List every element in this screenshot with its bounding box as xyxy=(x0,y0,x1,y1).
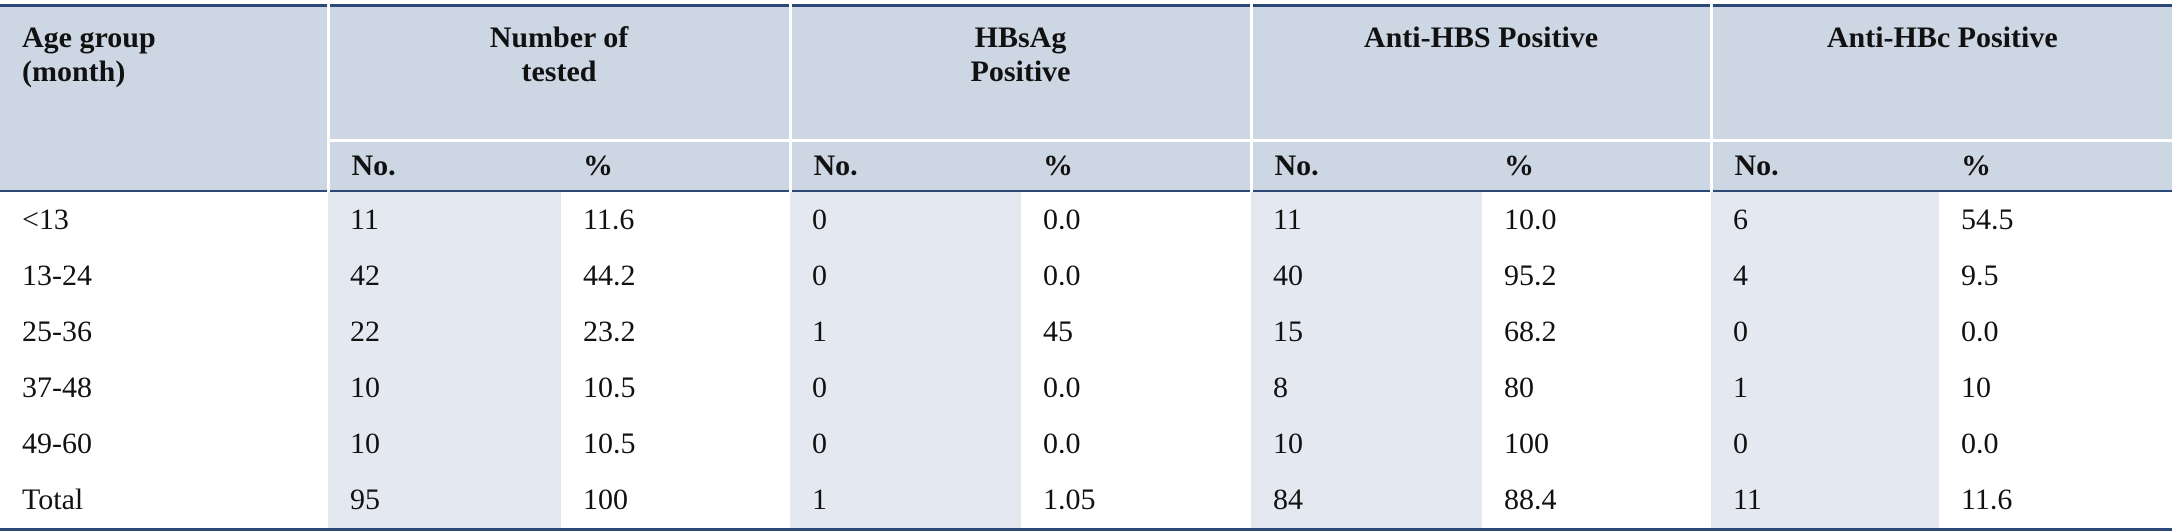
table-cell: 45 xyxy=(1043,315,1073,348)
table-cell: 100 xyxy=(1504,427,1549,460)
table-row: 25-36 22 23.2 1 45 15 68.2 0 0.0 xyxy=(0,304,2172,360)
table-cell: 10.0 xyxy=(1482,190,1712,248)
table-row: 37-48 10 10.5 0 0.0 8 80 1 10 xyxy=(0,360,2172,416)
table-cell: 11.6 xyxy=(561,190,790,248)
group-header: Anti-HBS Positive xyxy=(1249,5,1712,141)
table-cell: 15 xyxy=(1251,304,1482,360)
subheader-cell: No. xyxy=(788,139,1021,191)
subheader-row: No.% No.% No.% No.% xyxy=(0,139,2172,191)
table-cell: 11 xyxy=(1251,190,1482,248)
table-cell: 4 xyxy=(1711,248,1940,304)
subheader-cell: % xyxy=(1482,139,1712,191)
table-cell: 0.0 xyxy=(1043,371,1081,404)
data-table: Age group (month) Number of tested HBsAg P… xyxy=(0,4,2172,531)
table-cell: 10 xyxy=(1961,371,1992,404)
table-cell: 22 xyxy=(328,304,561,360)
table-cell: 10 xyxy=(328,416,561,472)
table-cell: 0.0 xyxy=(1021,190,1251,248)
table-cell: 0 xyxy=(790,248,1021,304)
subheader-cell: % xyxy=(1939,139,2172,191)
table-cell: 9.5 xyxy=(1961,259,1999,292)
table-cell: 0.0 xyxy=(1043,259,1081,292)
table-cell: 11 xyxy=(1711,472,1940,531)
group-header: Anti-HBc Positive xyxy=(1709,5,2172,141)
table-row: 49-60 10 10.5 0 0.0 10 100 0 0.0 xyxy=(0,416,2172,472)
table-cell: 40 xyxy=(1251,248,1482,304)
header-row: Age group (month) Number of tested HBsAg P… xyxy=(0,5,2172,191)
subheader-cell: % xyxy=(1021,139,1251,191)
row-label: <13 xyxy=(0,190,328,248)
table-cell: 10.5 xyxy=(583,371,636,404)
table-cell: 6 xyxy=(1711,190,1940,248)
table-cell: 8 xyxy=(1251,360,1482,416)
group-header: HBsAg Positive xyxy=(788,5,1251,141)
row-label: 49-60 xyxy=(22,427,92,460)
table-cell: 95.2 xyxy=(1504,259,1557,292)
subheader-cell: % xyxy=(561,139,790,191)
row-label: 13-24 xyxy=(22,259,92,292)
header-text: Age group (month) xyxy=(22,21,156,88)
group-header: Number of tested xyxy=(326,5,790,141)
table-body: <13 11 11.6 0 0.0 11 10.0 6 54.5 13-24 42 44.2 0 0.0 4… xyxy=(0,190,2172,531)
table-cell: 10 xyxy=(1251,416,1482,472)
subheader-cell: No. xyxy=(326,139,561,191)
table-cell: 1 xyxy=(790,304,1021,360)
table-cell: 44.2 xyxy=(583,259,636,292)
header-text: Anti-HBS Positive xyxy=(1363,21,1599,54)
table-cell: 0 xyxy=(790,416,1021,472)
table-cell: 0.0 xyxy=(1043,427,1081,460)
row-label: 25-36 xyxy=(22,315,92,348)
table-cell: 0.0 xyxy=(1961,315,1999,348)
table-cell: 80 xyxy=(1504,371,1534,404)
header-text: HBsAg Positive xyxy=(970,21,1071,88)
subheader-cell: No. xyxy=(1709,139,1940,191)
row-label: 37-48 xyxy=(22,371,92,404)
table-cell: 11 xyxy=(328,190,561,248)
subheader-cell: No. xyxy=(1249,139,1482,191)
header-text: Number of tested xyxy=(489,21,629,88)
table-cell: 0 xyxy=(790,190,1021,248)
table-cell: 68.2 xyxy=(1504,315,1557,348)
table-cell: 42 xyxy=(328,248,561,304)
table-cell: 10 xyxy=(328,360,561,416)
table-header: Age group (month) Number of tested HBsAg P… xyxy=(0,5,2172,191)
table-row: <13 11 11.6 0 0.0 11 10.0 6 54.5 xyxy=(0,190,2172,248)
table-cell: 0 xyxy=(1711,416,1940,472)
table-cell: 23.2 xyxy=(583,315,636,348)
table-cell: 54.5 xyxy=(1939,190,2172,248)
table-cell: 0.0 xyxy=(1961,427,1999,460)
header-text: Anti-HBc Positive xyxy=(1826,21,2058,54)
table-cell: 10.5 xyxy=(583,427,636,460)
table-cell: 1 xyxy=(1711,360,1940,416)
table-cell: 0 xyxy=(790,360,1021,416)
table-row: 13-24 42 44.2 0 0.0 40 95.2 4 9.5 xyxy=(0,248,2172,304)
table-cell: 0 xyxy=(1711,304,1940,360)
header-cell: Age group (month) xyxy=(0,5,328,191)
